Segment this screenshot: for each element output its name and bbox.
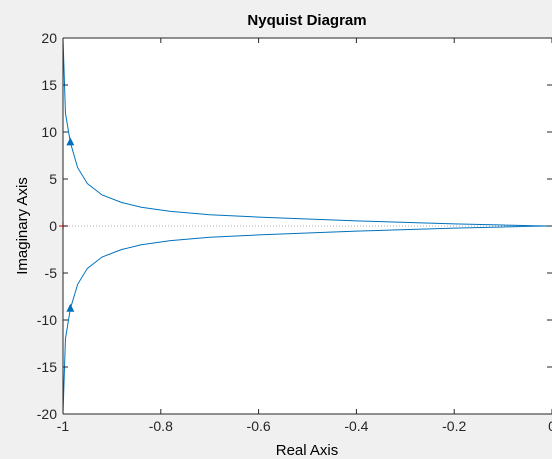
x-axis-ticks: -1 -0.8 -0.6 -0.4 -0.2 0 xyxy=(57,38,552,434)
direction-arrow-0 xyxy=(66,137,75,146)
y-tick-label: 10 xyxy=(41,124,57,140)
y-tick-label: 15 xyxy=(41,77,57,93)
nyquist-curves xyxy=(62,37,552,415)
y-tick-label: -5 xyxy=(45,265,58,281)
y-tick-label: -20 xyxy=(37,406,57,422)
direction-arrows xyxy=(66,137,75,312)
x-tick-label: -1 xyxy=(57,418,70,434)
direction-arrow-1 xyxy=(66,303,75,312)
x-tick-label: -0.8 xyxy=(149,418,173,434)
y-tick-label: 0 xyxy=(49,218,57,234)
y-axis-ticks: 20 15 10 5 0 -5 -10 -15 -20 xyxy=(37,30,552,422)
plot-area xyxy=(63,38,552,414)
x-axis-label: Real Axis xyxy=(276,442,339,459)
y-tick-label: -10 xyxy=(37,312,57,328)
x-tick-label: 0 xyxy=(548,418,552,434)
x-tick-label: -0.6 xyxy=(247,418,271,434)
nyquist-curve-0 xyxy=(62,37,552,415)
y-tick-label: 5 xyxy=(49,171,57,187)
x-tick-label: -0.4 xyxy=(344,418,368,434)
y-axis-label: Imaginary Axis xyxy=(14,177,31,275)
y-tick-label: -15 xyxy=(37,359,57,375)
y-tick-label: 20 xyxy=(41,30,57,46)
x-tick-label: -0.2 xyxy=(442,418,466,434)
chart-title: Nyquist Diagram xyxy=(247,12,366,29)
